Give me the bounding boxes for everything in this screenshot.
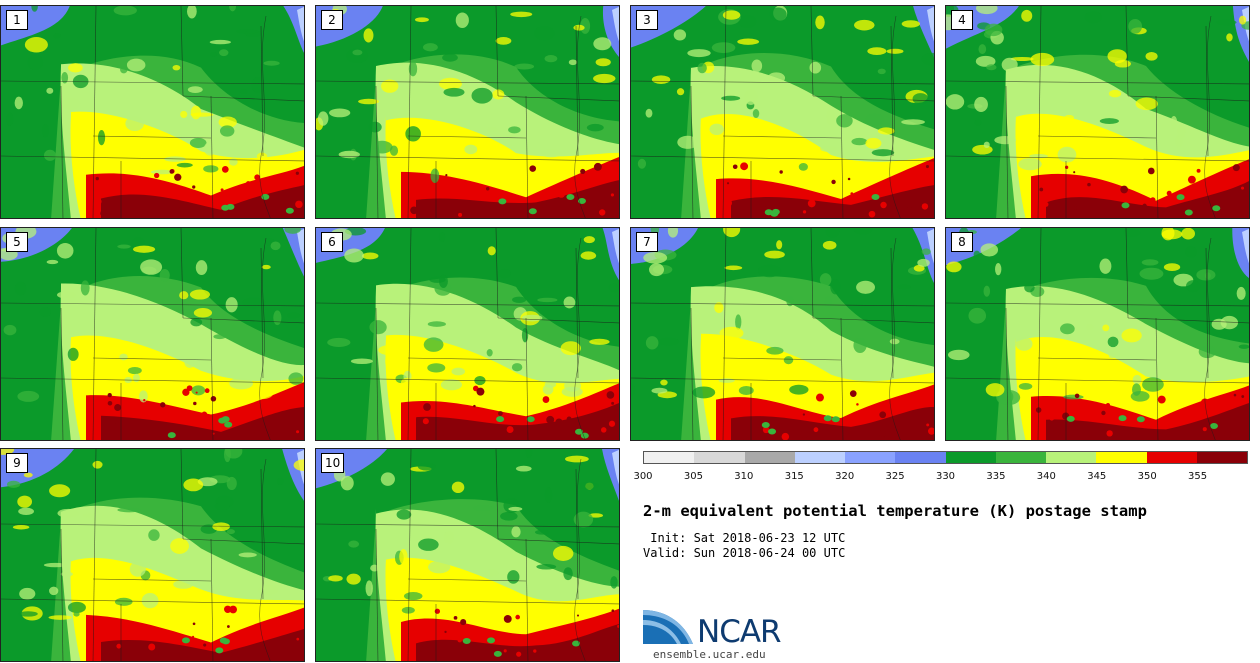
ensemble-member-map-3: 3 [630,5,935,219]
member-number-label: 2 [321,10,343,30]
theta-e-map [1,449,304,661]
source-url: ensemble.ucar.edu [653,648,766,661]
ensemble-member-map-2: 2 [315,5,620,219]
colorbar-tick-label: 330 [935,471,956,482]
member-number-label: 8 [951,232,973,252]
colorbar-tick-label: 310 [734,471,754,482]
colorbar-segment [694,452,745,463]
theta-e-map [316,449,619,661]
colorbar-tick-label: 350 [1137,471,1157,482]
colorbar-tick-label: 325 [885,471,905,482]
ensemble-member-map-9: 9 [0,448,305,662]
colorbar-tick-label: 340 [1036,471,1056,482]
colorbar-segment [1146,452,1197,463]
theta-e-map [316,228,619,440]
theta-e-map [946,6,1249,218]
colorbar-segment [845,452,896,463]
theta-e-map [631,228,934,440]
member-number-label: 10 [321,453,345,473]
colorbar-segment [644,452,695,463]
colorbar-tick-label: 305 [683,471,703,482]
theta-e-map [1,228,304,440]
colorbar-segment [995,452,1046,463]
theta-e-map [316,6,619,218]
colorbar-segment [744,452,795,463]
member-number-label: 3 [636,10,658,30]
ncar-logo-icon [643,610,693,644]
member-number-label: 1 [6,10,28,30]
member-number-label: 5 [6,232,28,252]
colorbar-tick-label: 300 [633,471,653,482]
ncar-logo-text: NCAR [697,614,782,650]
colorbar-tick-label: 355 [1188,471,1208,482]
theta-e-colorbar [643,451,1248,464]
colorbar-segment [1046,452,1097,463]
ensemble-member-map-1: 1 [0,5,305,219]
colorbar-tick-label: 315 [784,471,804,482]
ensemble-member-map-8: 8 [945,227,1250,441]
ensemble-member-map-7: 7 [630,227,935,441]
ensemble-member-map-10: 10 [315,448,620,662]
colorbar-segment [1096,452,1147,463]
ensemble-member-map-4: 4 [945,5,1250,219]
colorbar-segment [1196,452,1247,463]
ensemble-member-map-6: 6 [315,227,620,441]
init-time: Init: Sat 2018-06-23 12 UTC [643,531,846,545]
theta-e-map [1,6,304,218]
theta-e-map [946,228,1249,440]
member-number-label: 4 [951,10,973,30]
colorbar-tick-label: 345 [1087,471,1107,482]
colorbar-segment [794,452,845,463]
ensemble-member-map-5: 5 [0,227,305,441]
colorbar-segment [945,452,996,463]
member-number-label: 9 [6,453,28,473]
member-number-label: 6 [321,232,343,252]
valid-time: Valid: Sun 2018-06-24 00 UTC [643,546,846,560]
member-number-label: 7 [636,232,658,252]
colorbar-segment [895,452,946,463]
theta-e-map [631,6,934,218]
plot-title: 2-m equivalent potential temperature (K)… [643,502,1147,520]
colorbar-tick-label: 335 [986,471,1006,482]
colorbar-tick-label: 320 [835,471,855,482]
